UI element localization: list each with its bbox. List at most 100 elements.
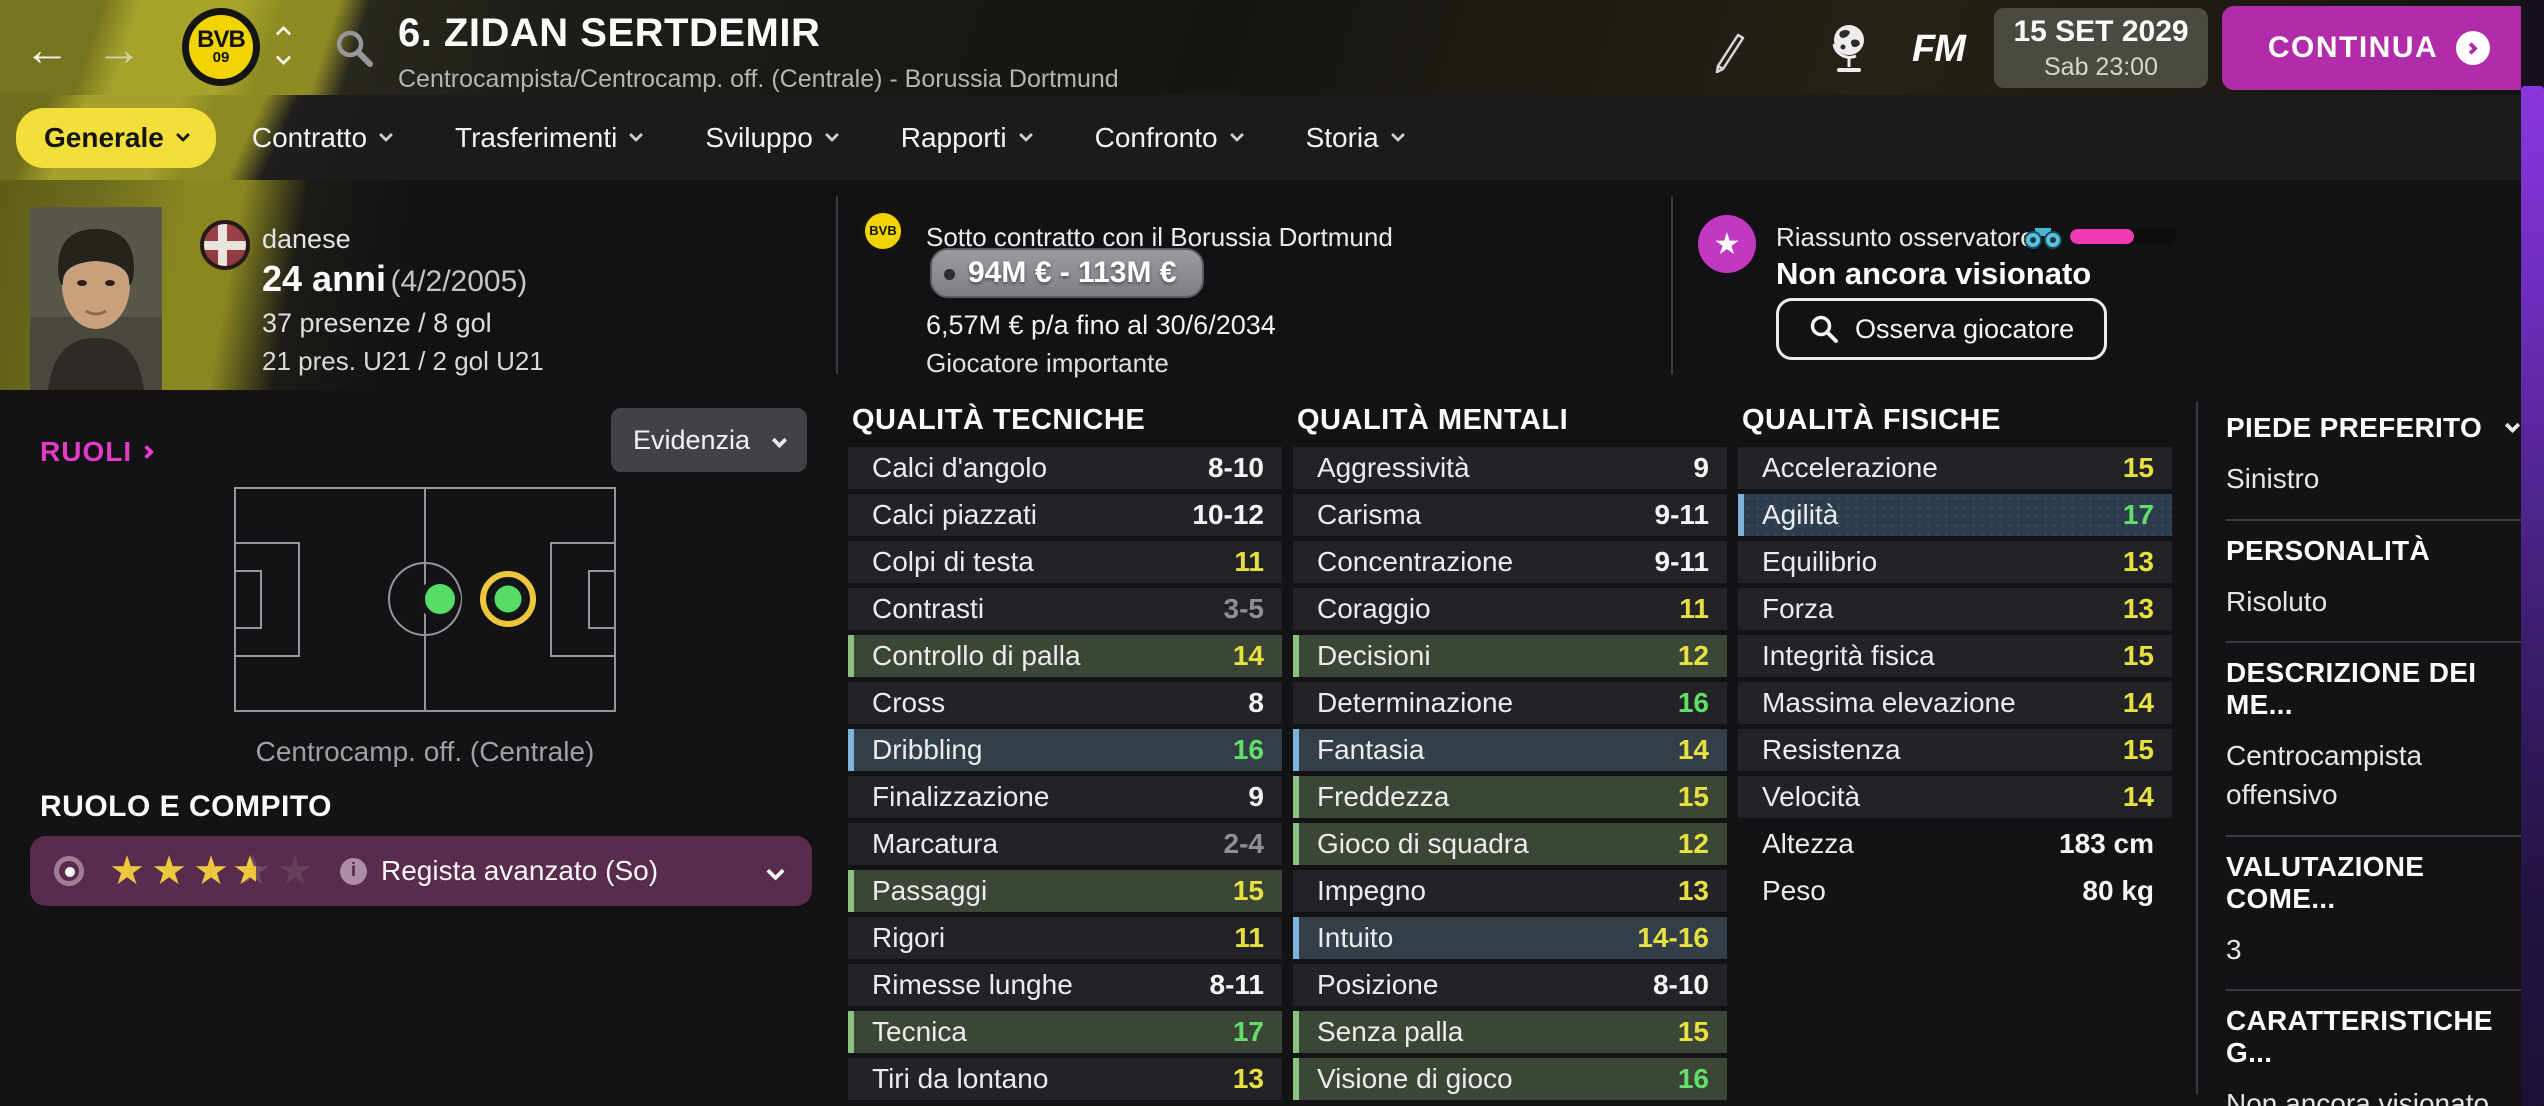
attribute-row[interactable]: Concentrazione 9-11 <box>1293 541 1727 583</box>
roles-section-link[interactable]: RUOLI <box>40 436 155 468</box>
scout-knowledge-fill <box>2070 229 2134 244</box>
attribute-value: 17 <box>2122 499 2154 530</box>
attribute-label: Velocità <box>1762 781 1861 812</box>
transfer-value-tag[interactable]: 94M € - 113M € <box>930 248 1205 298</box>
world-globe-icon[interactable] <box>1826 20 1872 76</box>
attribute-row[interactable]: Decisioni 12 <box>1293 635 1727 677</box>
sidebar-section[interactable]: DESCRIZIONE DEI ME... Centrocampista off… <box>2226 641 2522 834</box>
attribute-row[interactable]: Marcatura 2-4 <box>848 823 1282 865</box>
attribute-row[interactable]: Integrità fisica 15 <box>1738 635 2172 677</box>
chevron-down-icon[interactable] <box>2504 417 2521 434</box>
position-ring-amc <box>480 571 536 627</box>
continue-button[interactable]: CONTINUA <box>2222 6 2536 90</box>
back-arrow-icon[interactable]: ← <box>24 23 70 75</box>
attribute-row[interactable]: Calci piazzati 10-12 <box>848 494 1282 536</box>
attribute-row[interactable]: Gioco di squadra 12 <box>1293 823 1727 865</box>
attribute-value: 15 <box>2122 640 2154 671</box>
edit-pencil-icon[interactable] <box>1706 24 1750 74</box>
player-switcher[interactable] <box>272 18 302 78</box>
body-stat-value: 183 cm <box>2059 828 2154 859</box>
attribute-row[interactable]: Velocità 14 <box>1738 776 2172 818</box>
attribute-value: 11 <box>1234 922 1264 953</box>
role-selector[interactable]: i Regista avanzato (So) <box>30 836 812 906</box>
attribute-label: Resistenza <box>1762 734 1901 765</box>
attribute-value: 16 <box>1677 1063 1709 1094</box>
attribute-value: 13 <box>1232 1063 1264 1094</box>
attribute-row[interactable]: Determinazione 16 <box>1293 682 1727 724</box>
attribute-label: Coraggio <box>1317 593 1431 624</box>
attribute-value: 11 <box>1679 593 1709 624</box>
attribute-label: Controllo di palla <box>872 640 1081 671</box>
attribute-row[interactable]: Intuito 14-16 <box>1293 917 1727 959</box>
nav-tab[interactable]: Confronto <box>1067 108 1270 168</box>
attribute-row[interactable]: Rigori 11 <box>848 917 1282 959</box>
scrollbar-thumb[interactable] <box>2521 86 2544 1106</box>
attribute-row[interactable]: Massima elevazione 14 <box>1738 682 2172 724</box>
attribute-row[interactable]: Agilità 17 <box>1738 494 2172 536</box>
attribute-row[interactable]: Posizione 8-10 <box>1293 964 1727 1006</box>
attribute-row[interactable]: Passaggi 15 <box>848 870 1282 912</box>
attribute-label: Freddezza <box>1317 781 1450 812</box>
attribute-row[interactable]: Equilibrio 13 <box>1738 541 2172 583</box>
attribute-row[interactable]: Tiri da lontano 13 <box>848 1058 1282 1100</box>
search-icon[interactable] <box>334 28 374 68</box>
sidebar-section[interactable]: PERSONALITÀ Risoluto <box>2226 518 2522 642</box>
age-row: 24 anni (4/2/2005) <box>262 258 527 300</box>
role-duty-heading: RUOLO E COMPITO <box>40 790 332 823</box>
nav-tab[interactable]: Rapporti <box>873 108 1059 168</box>
attribute-row[interactable]: Tecnica 17 <box>848 1011 1282 1053</box>
attribute-row[interactable]: Forza 13 <box>1738 588 2172 630</box>
attribute-row[interactable]: Finalizzazione 9 <box>848 776 1282 818</box>
sidebar-section[interactable]: CARATTERISTICHE G... Non ancora visionat… <box>2226 989 2522 1106</box>
game-date-button[interactable]: 15 SET 2029 Sab 23:00 <box>1994 8 2208 88</box>
forward-arrow-icon[interactable]: → <box>96 23 142 75</box>
attribute-row[interactable]: Rimesse lunghe 8-11 <box>848 964 1282 1006</box>
attribute-label: Marcatura <box>872 828 999 859</box>
attribute-row[interactable]: Contrasti 3-5 <box>848 588 1282 630</box>
attribute-row[interactable]: Coraggio 11 <box>1293 588 1727 630</box>
attribute-row[interactable]: Cross 8 <box>848 682 1282 724</box>
sidebar-section[interactable]: PIEDE PREFERITO Sinistro <box>2226 398 2522 519</box>
fm-logo: FM <box>1912 28 1966 70</box>
sidebar-section[interactable]: VALUTAZIONE COME... 3 <box>2226 834 2522 990</box>
attribute-row[interactable]: Carisma 9-11 <box>1293 494 1727 536</box>
nav-tab[interactable]: Contratto <box>224 108 419 168</box>
chevron-up-icon[interactable] <box>275 25 292 42</box>
attribute-label: Passaggi <box>872 875 988 906</box>
attribute-row[interactable]: Freddezza 15 <box>1293 776 1727 818</box>
attribute-row[interactable]: Dribbling 16 <box>848 729 1282 771</box>
observe-player-button[interactable]: Osserva giocatore <box>1776 298 2108 360</box>
attribute-value: 14 <box>1232 640 1264 671</box>
attribute-row[interactable]: Aggressività 9 <box>1293 447 1727 489</box>
continue-arrow-icon <box>2456 31 2491 65</box>
radio-selected-icon[interactable] <box>54 856 84 886</box>
highlight-dropdown[interactable]: Evidenzia <box>611 408 807 472</box>
attribute-row[interactable]: Colpi di testa 11 <box>848 541 1282 583</box>
sidebar-section-value: Non ancora visionato <box>2226 1088 2490 1106</box>
nav-tab[interactable]: Storia <box>1278 108 1431 168</box>
attribute-row[interactable]: Impegno 13 <box>1293 870 1727 912</box>
chevron-down-icon[interactable] <box>275 49 292 66</box>
search-icon <box>1810 315 1838 343</box>
attribute-row[interactable]: Senza palla 15 <box>1293 1011 1727 1053</box>
attribute-label: Rigori <box>872 922 946 953</box>
attribute-value: 16 <box>1677 687 1709 718</box>
nav-tab[interactable]: Trasferimenti <box>427 108 669 168</box>
attribute-row[interactable]: Fantasia 14 <box>1293 729 1727 771</box>
attribute-row[interactable]: Calci d'angolo 8-10 <box>848 447 1282 489</box>
info-icon[interactable]: i <box>340 857 367 885</box>
scout-status-label: Non ancora visionato <box>1776 256 2092 291</box>
attribute-row[interactable]: Controllo di palla 14 <box>848 635 1282 677</box>
position-dot-mc[interactable] <box>419 578 461 620</box>
nav-tab[interactable]: Sviluppo <box>677 108 864 168</box>
position-dot-amc[interactable] <box>489 580 527 618</box>
club-badge-logo[interactable]: BVB 09 <box>182 8 260 86</box>
attribute-row[interactable]: Resistenza 15 <box>1738 729 2172 771</box>
chevron-down-icon <box>1390 127 1405 142</box>
star-icon <box>106 851 148 891</box>
nav-tab[interactable]: Generale <box>16 107 216 168</box>
attribute-value: 8-10 <box>1652 969 1709 1000</box>
attribute-row[interactable]: Accelerazione 15 <box>1738 447 2172 489</box>
vertical-scrollbar[interactable] <box>2521 0 2544 1106</box>
attribute-row[interactable]: Visione di gioco 16 <box>1293 1058 1727 1100</box>
